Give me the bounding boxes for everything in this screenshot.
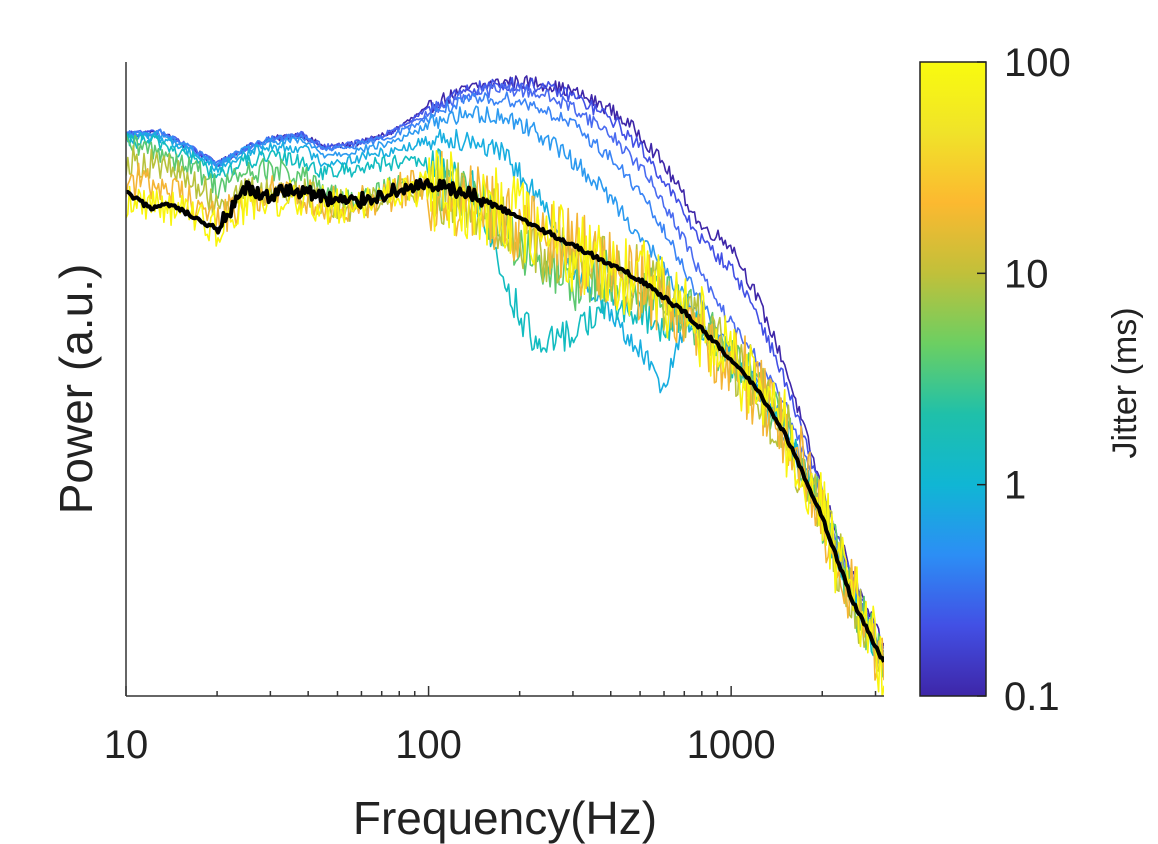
x-tick-label: 1000	[687, 723, 776, 767]
mean-line	[126, 177, 884, 663]
series-line-jitter-0p5	[126, 91, 884, 662]
colorbar-label: Jitter (ms)	[1106, 307, 1144, 458]
series-line-jitter-0p3	[126, 82, 884, 653]
x-tick-label: 100	[395, 723, 462, 767]
series-layer	[126, 75, 884, 696]
x-tick-label: 10	[104, 723, 149, 767]
colorbar-bar	[919, 61, 987, 697]
series-line-jitter-2	[126, 128, 884, 664]
colorbar: 0.1 1 10 100 Jitter (ms)	[919, 41, 1144, 719]
colorbar-tick-label: 100	[1004, 41, 1071, 85]
colorbar-tick-label: 0.1	[1004, 675, 1060, 719]
colorbar-tick-label: 1	[1004, 464, 1026, 508]
axes-layer: 10 100 1000 Frequency(Hz) Power (a.u.)	[50, 62, 884, 844]
x-axis-label: Frequency(Hz)	[353, 792, 657, 844]
colorbar-tick-label: 10	[1004, 252, 1049, 296]
y-axis-label: Power (a.u.)	[50, 264, 102, 515]
